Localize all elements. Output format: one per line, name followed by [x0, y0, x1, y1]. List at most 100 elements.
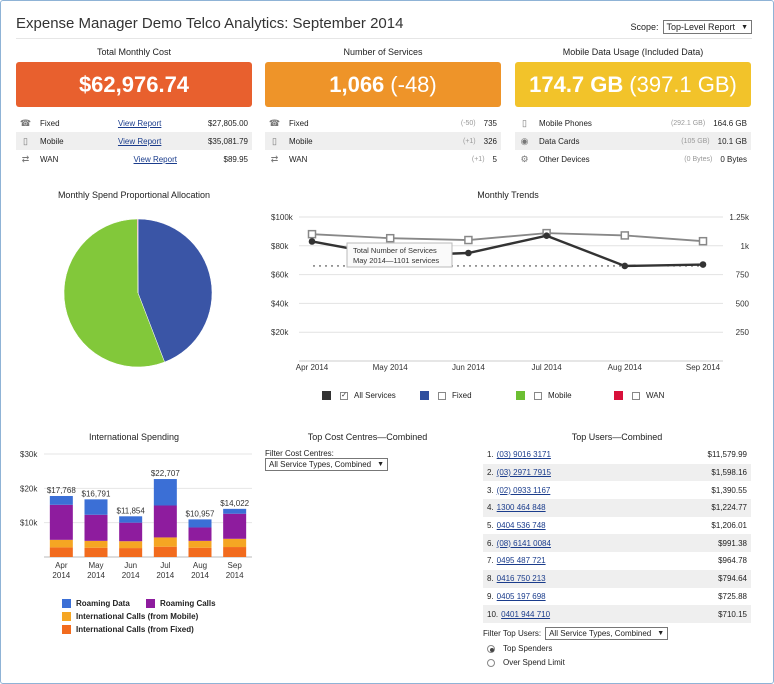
user-number-link[interactable]: 0405 197 698 [496, 591, 546, 601]
checkbox-checked-icon[interactable]: ✓ [340, 391, 348, 400]
bar-segment-roaming-calls [153, 505, 177, 538]
mobile-phone-icon: ▯ [272, 135, 277, 146]
user-number-link[interactable]: 0495 487 721 [496, 556, 546, 566]
user-amount: $991.38 [718, 538, 747, 548]
legend-label: WAN [646, 391, 665, 400]
top-users-list: 1. (03) 9016 3171 $11,579.99 2. (03) 2971 7… [483, 446, 751, 623]
x-tick-label: May [88, 561, 103, 570]
data-card-icon: ◉ [520, 135, 529, 146]
bar-segment-international-calls-from-fixed- [223, 547, 247, 557]
chevron-down-icon: ▼ [377, 461, 385, 468]
user-number-link[interactable]: 0401 944 710 [501, 609, 551, 619]
radio-icon[interactable] [487, 658, 495, 667]
trend-legend-fixed[interactable]: Fixed [420, 391, 472, 400]
radio-selected-icon[interactable] [487, 644, 495, 653]
kpi-value: 1,066 [329, 71, 385, 97]
scope-select[interactable]: Top-Level Report ▼ [662, 20, 752, 34]
trend-legend-wan[interactable]: WAN [614, 391, 664, 400]
x-tick-label: Aug 2014 [608, 363, 643, 372]
bar-total-label: $14,022 [220, 499, 249, 508]
mobile-phone-icon: ▯ [522, 117, 527, 128]
view-report-mobile-link[interactable]: View Report [117, 136, 162, 146]
top-users-filter-select[interactable]: All Service Types, Combined ▼ [545, 627, 669, 640]
intl-legend-calls-mobile: International Calls (from Mobile) [62, 612, 198, 621]
rank: 5. [487, 521, 494, 531]
top-users-filter: Filter Top Users: All Service Types, Com… [483, 627, 669, 640]
legend-label: Roaming Data [76, 599, 130, 608]
bar-segment-roaming-data [119, 516, 143, 523]
user-number-link[interactable]: (03) 9016 3171 [496, 450, 551, 460]
y-tick-left: $40k [271, 299, 289, 308]
bar-segment-international-calls-from-fixed- [84, 547, 108, 557]
tooltip-body: May 2014—1101 services [353, 256, 439, 265]
kpi-total-monthly-cost: $62,976.74 [16, 62, 252, 107]
view-report-fixed-link[interactable]: View Report [117, 118, 162, 128]
legend-label: International Calls (from Mobile) [76, 612, 199, 621]
radio-over-spend-limit[interactable]: Over Spend Limit [487, 658, 565, 667]
row-delta: (+1) [462, 137, 476, 145]
bar-segment-roaming-data [84, 499, 108, 515]
kpi-caption-cost: Total Monthly Cost [96, 47, 172, 57]
top-user-row: 6. (08) 6141 0084 $991.38 [483, 534, 751, 553]
y-tick-left: $80k [271, 242, 289, 251]
tooltip-title: Total Number of Services [353, 246, 437, 255]
bar-segment-roaming-data [49, 495, 73, 505]
pie-slice-wan [137, 218, 139, 294]
row-value: $89.95 [223, 154, 248, 164]
kpi-row-data-cards: ◉ Data Cards (105 GB) 10.1 GB [515, 132, 751, 150]
top-user-row: 10. 0401 944 710 $710.15 [483, 605, 751, 623]
x-tick-label: Sep 2014 [686, 363, 721, 372]
kpi-row-mobile: ▯ Mobile (+1) 326 [265, 132, 501, 150]
bar-segment-international-calls-from-fixed- [49, 547, 73, 557]
x-tick-label: Sep [228, 561, 243, 570]
row-delta: (292.1 GB) [670, 119, 706, 127]
row-value: 735 [483, 118, 497, 128]
x-tick-label: Jun 2014 [452, 363, 485, 372]
row-label: Mobile [289, 136, 313, 146]
bar-total-label: $17,768 [47, 486, 76, 495]
y-tick: $10k [20, 519, 38, 528]
row-delta: (+1) [471, 155, 485, 163]
bar-segment-roaming-data [223, 508, 247, 514]
y-tick: $30k [20, 450, 38, 459]
cost-point [465, 249, 472, 257]
spend-pie-chart [63, 218, 213, 368]
y-tick-left: $60k [271, 271, 289, 280]
kpi-sub-value: (397.1 GB) [629, 71, 737, 97]
top-user-row: 5. 0404 536 748 $1,206.01 [483, 517, 751, 535]
bar-total-label: $16,791 [82, 489, 111, 498]
trend-legend-all-services[interactable]: ✓ All Services [322, 391, 396, 400]
x-tick-label: Apr [55, 561, 68, 570]
x-tick-label: Jun [124, 561, 137, 570]
cost-point [543, 232, 550, 240]
cost-centres-filter-select[interactable]: All Service Types, Combined ▼ [265, 458, 389, 471]
services-point [385, 233, 395, 243]
user-number-link[interactable]: (02) 0933 1167 [496, 485, 551, 495]
bar-segment-international-calls-from-mobile- [188, 540, 212, 548]
user-number-link[interactable]: (08) 6141 0084 [496, 538, 551, 548]
services-point [464, 235, 473, 245]
user-number-link[interactable]: 1300 464 848 [496, 503, 546, 513]
top-user-row: 8. 0416 750 213 $794.64 [483, 569, 751, 588]
checkbox-icon[interactable] [534, 391, 542, 400]
pie-slice-fixed [137, 218, 213, 363]
view-report-wan-link[interactable]: View Report [133, 154, 177, 164]
user-number-link[interactable]: (03) 2971 7915 [496, 468, 551, 478]
services-point [620, 231, 630, 240]
kpi-cost-breakdown: ☎ Fixed View Report $27,805.00 ▯ Mobile Vi… [16, 114, 252, 168]
trend-legend-mobile[interactable]: Mobile [516, 391, 572, 400]
user-number-link[interactable]: 0416 750 213 [496, 574, 546, 584]
row-label: Mobile [40, 136, 64, 146]
bar-segment-roaming-calls [223, 513, 247, 539]
cost-point [621, 262, 629, 270]
legend-swatch [62, 625, 71, 634]
radio-top-spenders[interactable]: Top Spenders [487, 644, 552, 653]
y-tick-right: 250 [736, 328, 750, 337]
user-number-link[interactable]: 0404 536 748 [496, 521, 546, 531]
checkbox-icon[interactable] [632, 391, 640, 400]
x-tick-label: Aug [193, 561, 207, 570]
bar-segment-international-calls-from-fixed- [119, 548, 143, 557]
checkbox-icon[interactable] [438, 391, 446, 400]
wan-icon: ⇄ [270, 153, 279, 164]
kpi-mobile-data-usage: 174.7 GB (397.1 GB) [515, 62, 751, 107]
